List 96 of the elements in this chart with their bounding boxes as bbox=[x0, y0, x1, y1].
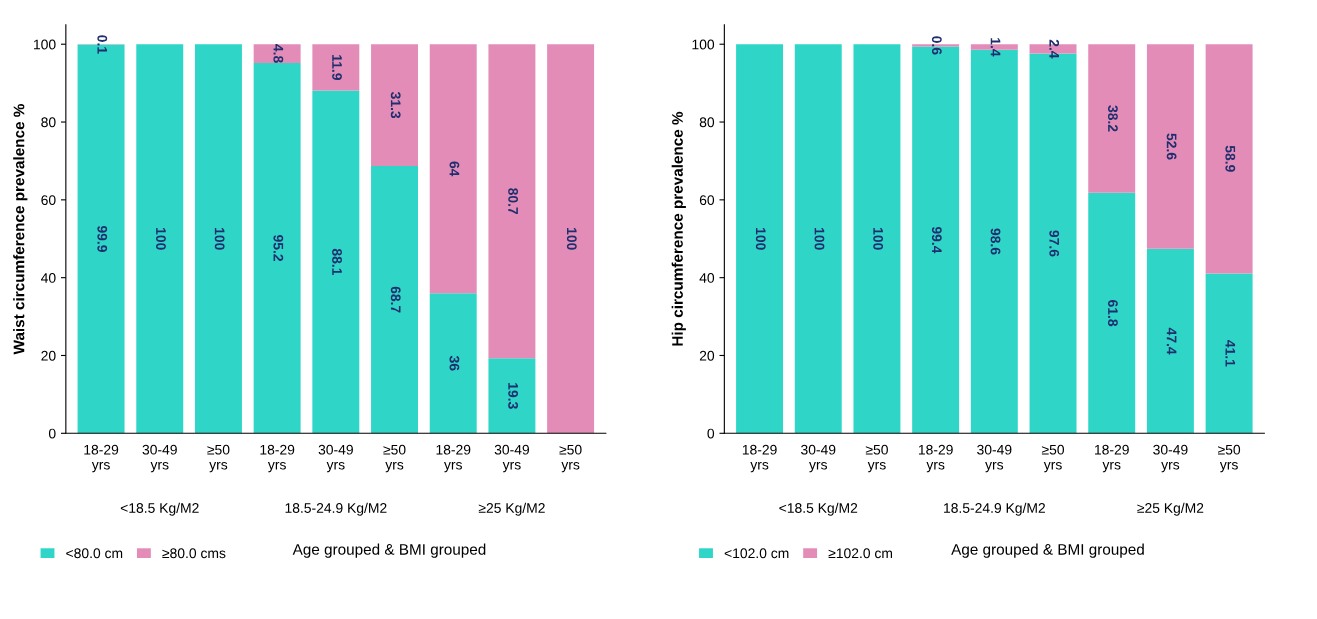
data-label: 80.7 bbox=[508, 188, 519, 215]
bar bbox=[312, 44, 360, 91]
text: <18.5 Kg/M2 bbox=[120, 502, 199, 516]
y-tick-label: 80 bbox=[41, 117, 56, 128]
bar bbox=[429, 44, 477, 294]
x-tick-label: 30-49 yrs bbox=[1153, 444, 1188, 473]
x-tick-label: 30-49 yrs bbox=[494, 444, 530, 473]
y-tick-label: 20 bbox=[699, 350, 715, 361]
data-label: 58.9 bbox=[1225, 145, 1236, 172]
y-tick-label: 100 bbox=[34, 39, 56, 50]
y-tick-label: 0 bbox=[707, 428, 715, 439]
text: ≥25 Kg/M2 bbox=[1137, 502, 1204, 516]
data-label: 11.9 bbox=[332, 55, 342, 80]
data-label: 99.9 bbox=[97, 225, 108, 252]
text: 18.5-24.9 Kg/M2 bbox=[285, 502, 387, 516]
y-tick-label: 40 bbox=[41, 273, 56, 283]
bar bbox=[488, 44, 536, 359]
data-label: 88.1 bbox=[332, 248, 342, 276]
data-label: 52.6 bbox=[1166, 133, 1177, 160]
x-tick-label: ≥50 yrs bbox=[559, 444, 582, 473]
x-tick-label: 30-49 yrs bbox=[318, 444, 353, 473]
data-label: 97.6 bbox=[1049, 230, 1060, 257]
data-label: 4.8 bbox=[273, 44, 284, 63]
y-tick-label: 60 bbox=[41, 195, 56, 206]
data-label: 31.3 bbox=[390, 91, 401, 119]
data-label: 36 bbox=[449, 355, 460, 371]
bar bbox=[371, 166, 418, 434]
bar bbox=[194, 44, 242, 434]
x-tick-label: ≥50 yrs bbox=[207, 444, 230, 473]
bar bbox=[736, 44, 784, 434]
data-label: 2.4 bbox=[1049, 39, 1060, 59]
x-tick-label: 18-29 yrs bbox=[918, 444, 953, 473]
data-label: 100 bbox=[814, 228, 825, 250]
y-tick-label: 100 bbox=[692, 39, 715, 50]
text: ≥25 Kg/M2 bbox=[478, 502, 545, 516]
x-tick-label: ≥50 yrs bbox=[865, 444, 888, 473]
x-tick-label: 30-49 yrs bbox=[977, 444, 1012, 473]
data-label: 100 bbox=[755, 228, 766, 250]
data-label: 100 bbox=[873, 228, 884, 250]
x-tick-label: ≥50 yrs bbox=[1218, 444, 1241, 473]
y-tick-label: 60 bbox=[699, 195, 715, 206]
data-label: 1.4 bbox=[990, 38, 1001, 57]
data-label: 19.3 bbox=[508, 383, 519, 409]
data-label: 98.6 bbox=[990, 228, 1001, 255]
data-label: 100 bbox=[566, 228, 577, 250]
y-tick-label: 40 bbox=[699, 273, 715, 283]
bar bbox=[1205, 44, 1253, 274]
data-label: 100 bbox=[156, 228, 166, 250]
x-tick-label: ≥50 yrs bbox=[1041, 444, 1065, 473]
bar bbox=[853, 44, 901, 434]
y-tick-label: 20 bbox=[41, 350, 56, 361]
bar bbox=[136, 44, 184, 434]
legend-label: <102.0 cm bbox=[724, 548, 789, 559]
bar bbox=[794, 44, 842, 434]
data-label: 64 bbox=[449, 161, 460, 177]
bar bbox=[312, 90, 360, 434]
x-tick-label: 18-29 yrs bbox=[742, 444, 777, 473]
legend-label: ≥102.0 cm bbox=[828, 548, 893, 559]
data-label: 95.2 bbox=[273, 235, 284, 262]
data-label: 61.8 bbox=[1107, 300, 1118, 327]
bar bbox=[253, 62, 301, 434]
bar bbox=[429, 293, 477, 434]
bar bbox=[253, 44, 301, 63]
bar bbox=[371, 44, 418, 166]
data-label: 100 bbox=[214, 228, 225, 250]
data-label: 68.7 bbox=[390, 286, 401, 313]
x-axis-title: Age grouped & BMI grouped bbox=[951, 543, 1144, 558]
x-tick-label: 18-29 yrs bbox=[1095, 444, 1129, 473]
bar bbox=[547, 44, 595, 434]
x-tick-label: 18-29 yrs bbox=[84, 444, 119, 473]
bar bbox=[1088, 44, 1136, 193]
data-label: 47.4 bbox=[1166, 327, 1177, 355]
x-tick-label: 30-49 yrs bbox=[142, 444, 177, 473]
text: 18.5-24.9 Kg/M2 bbox=[944, 502, 1045, 516]
data-label: 38.2 bbox=[1107, 105, 1118, 132]
y-tick-label: 80 bbox=[699, 117, 715, 128]
x-tick-label: 18-29 yrs bbox=[260, 444, 295, 473]
legend-label: ≥80.0 cms bbox=[162, 548, 226, 559]
bar bbox=[1088, 192, 1136, 434]
y-axis-title: Hip circumference prevalence % bbox=[671, 111, 686, 346]
data-label: 0.1 bbox=[97, 35, 108, 54]
bar bbox=[1205, 273, 1253, 434]
bar bbox=[1146, 44, 1194, 249]
bar bbox=[1146, 248, 1194, 434]
data-label: 0.6 bbox=[931, 36, 942, 55]
text: <18.5 Kg/M2 bbox=[779, 502, 858, 516]
legend-label: <80.0 cm bbox=[66, 548, 123, 559]
x-axis-title: Age grouped & BMI grouped bbox=[292, 543, 486, 558]
data-label: 99.4 bbox=[931, 226, 942, 254]
x-tick-label: ≥50 yrs bbox=[383, 444, 406, 473]
x-tick-label: 30-49 yrs bbox=[801, 444, 836, 473]
x-tick-label: 18-29 yrs bbox=[436, 444, 471, 473]
bar bbox=[488, 358, 536, 434]
data-label: 41.1 bbox=[1225, 340, 1236, 367]
y-axis-title: Waist circumference prevalence % bbox=[13, 104, 28, 355]
y-tick-label: 0 bbox=[48, 428, 56, 439]
